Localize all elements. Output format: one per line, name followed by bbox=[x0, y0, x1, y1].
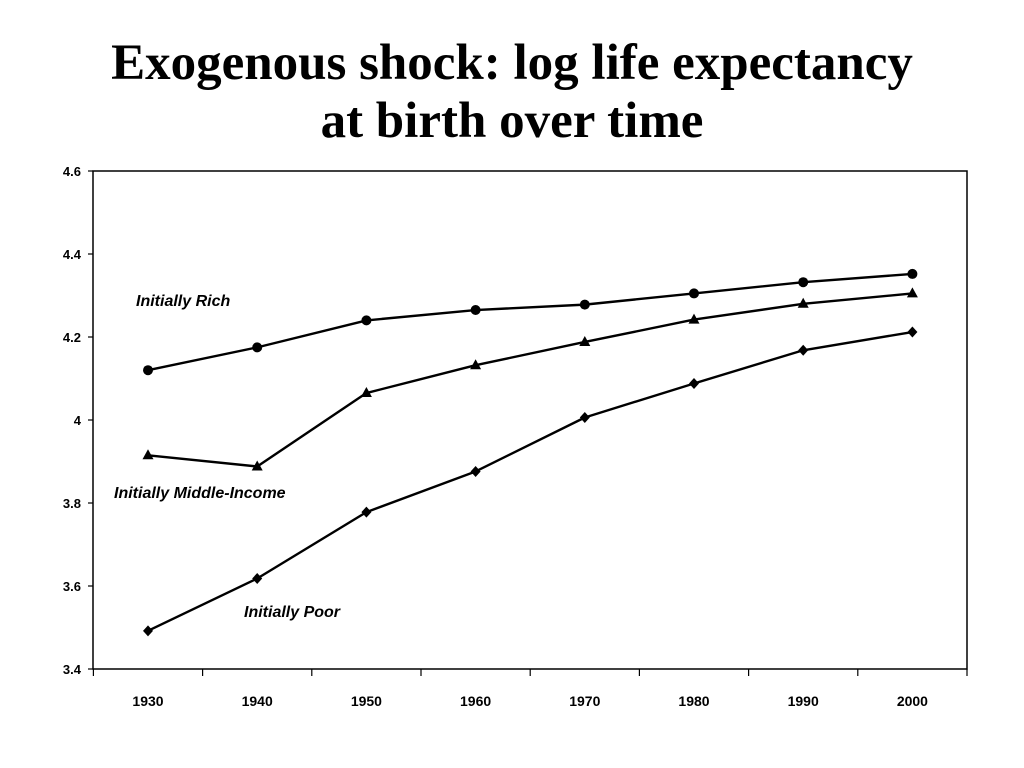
data-point bbox=[251, 460, 263, 471]
y-tick-label: 4.2 bbox=[63, 330, 81, 345]
series-label: Initially Middle-Income bbox=[114, 485, 286, 502]
y-tick-label: 3.4 bbox=[63, 662, 82, 677]
data-point bbox=[470, 465, 481, 477]
y-tick-label: 4 bbox=[74, 413, 82, 428]
x-tick-label: 1970 bbox=[569, 693, 600, 709]
y-tick-label: 4.4 bbox=[63, 247, 82, 262]
series-labels: Initially Rich Initially Middle-Income Ini… bbox=[114, 293, 341, 621]
series-label: Initially Rich bbox=[136, 293, 230, 310]
slide-title: Exogenous shock: log life expectancy at … bbox=[0, 34, 1024, 150]
series-initially-middle-income bbox=[142, 287, 918, 471]
title-line-1: Exogenous shock: log life expectancy bbox=[111, 35, 913, 91]
data-point bbox=[579, 299, 590, 310]
x-tick-label: 1940 bbox=[242, 693, 273, 709]
data-point bbox=[797, 297, 809, 308]
data-point bbox=[361, 315, 372, 326]
series-initially-rich bbox=[143, 268, 918, 376]
data-point bbox=[579, 412, 590, 424]
series-initially-poor bbox=[143, 326, 918, 637]
data-point bbox=[579, 335, 591, 346]
data-point bbox=[470, 359, 482, 370]
data-point bbox=[143, 625, 153, 637]
series-line bbox=[147, 330, 913, 632]
data-point bbox=[361, 506, 372, 518]
y-tick-label: 3.6 bbox=[63, 579, 81, 594]
series-label: Initially Poor bbox=[244, 604, 341, 621]
data-point bbox=[470, 305, 481, 316]
data-point bbox=[907, 268, 918, 279]
x-tick-label: 1990 bbox=[788, 693, 819, 709]
series-line bbox=[147, 292, 913, 468]
data-point bbox=[798, 344, 809, 356]
x-axis: 1930 1940 1950 1960 1970 1980 1990 2000 bbox=[92, 669, 968, 709]
x-tick-label: 1930 bbox=[132, 693, 163, 709]
data-point bbox=[689, 377, 699, 389]
series-line bbox=[147, 272, 913, 372]
x-tick-label: 1950 bbox=[351, 693, 382, 709]
y-tick-label: 4.6 bbox=[63, 164, 81, 179]
x-tick-label: 2000 bbox=[897, 693, 928, 709]
y-tick-label: 3.8 bbox=[63, 496, 81, 511]
x-tick-label: 1960 bbox=[460, 693, 491, 709]
data-point bbox=[907, 326, 918, 338]
data-point bbox=[360, 387, 372, 398]
series-layer bbox=[142, 268, 918, 637]
data-point bbox=[252, 573, 263, 585]
x-tick-label: 1980 bbox=[678, 693, 709, 709]
data-point bbox=[688, 313, 700, 324]
data-point bbox=[689, 288, 699, 299]
data-point bbox=[142, 449, 154, 460]
data-point bbox=[252, 342, 263, 353]
title-line-2: at birth over time bbox=[320, 93, 704, 149]
data-point bbox=[906, 287, 918, 298]
y-axis: 3.4 3.6 3.8 4 4.2 4.4 4.6 bbox=[63, 164, 93, 677]
data-point bbox=[143, 365, 153, 376]
data-point bbox=[798, 277, 809, 288]
